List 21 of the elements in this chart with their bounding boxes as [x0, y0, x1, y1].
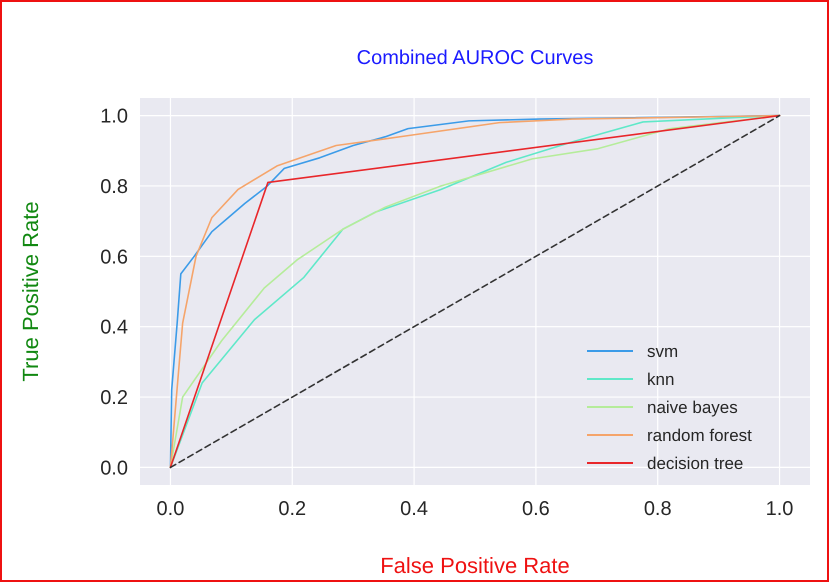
y-tick-label: 0.0 [100, 457, 128, 480]
legend-label: svm [647, 342, 678, 361]
x-tick-label: 0.8 [644, 498, 672, 520]
legend-label: decision tree [647, 454, 744, 473]
legend-label: naive bayes [647, 398, 738, 417]
line-series [170, 114, 780, 468]
y-tick-label: 0.4 [100, 316, 128, 339]
y-tick-label: 0.2 [100, 387, 128, 410]
legend-label: random forest [647, 426, 752, 445]
y-tick-label: 1.0 [100, 106, 128, 128]
x-tick-label: 0.6 [522, 498, 550, 520]
x-tick-label: 0.2 [278, 498, 306, 520]
x-tick-label: 1.0 [766, 498, 794, 520]
legend-label: knn [647, 370, 674, 389]
x-tick-label: 0.0 [156, 498, 184, 520]
y-tick-label: 0.8 [100, 176, 128, 198]
x-axis-title: False Positive Rate [380, 553, 570, 578]
chart-title: Combined AUROC Curves [356, 47, 594, 69]
x-tick-label: 0.4 [400, 498, 428, 520]
y-tick-label: 0.6 [100, 246, 128, 268]
y-axis-title: True Positive Rate [18, 201, 43, 382]
